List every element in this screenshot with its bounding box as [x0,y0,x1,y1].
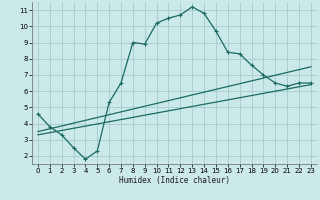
X-axis label: Humidex (Indice chaleur): Humidex (Indice chaleur) [119,176,230,185]
